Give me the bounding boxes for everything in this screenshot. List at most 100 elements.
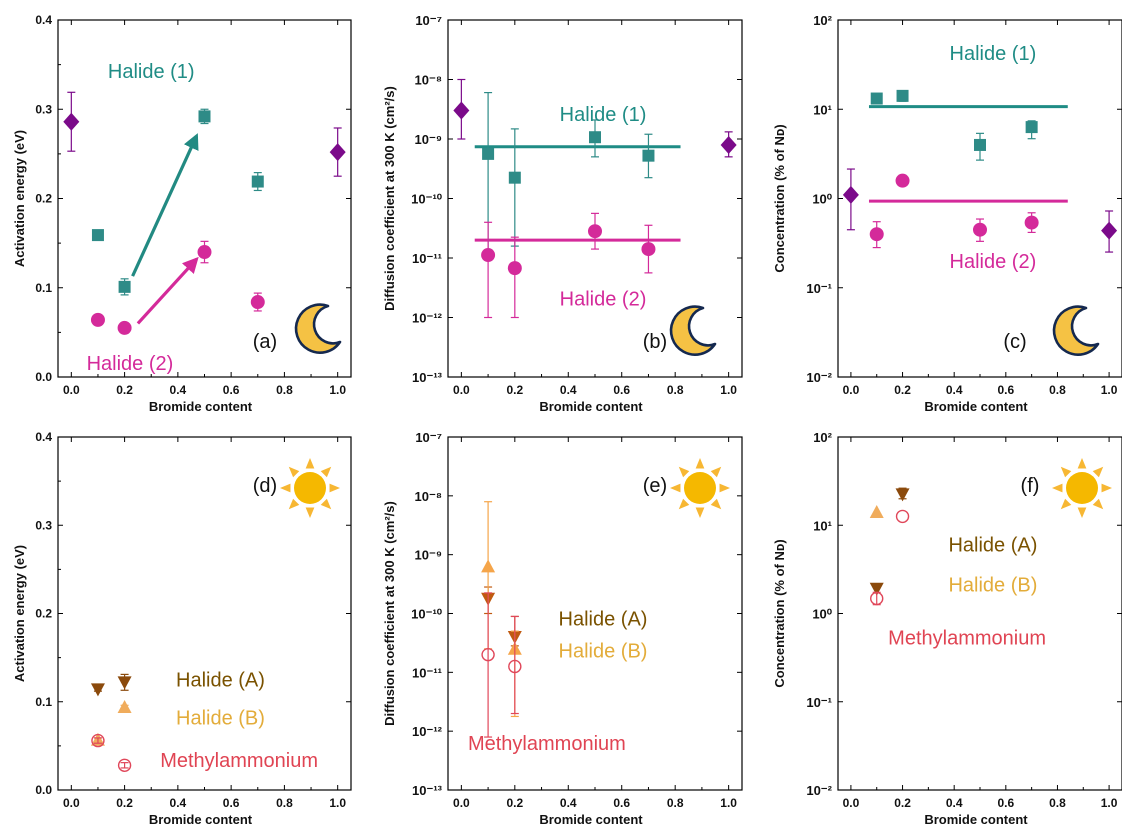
- y-axis-label: Activation energy (eV): [12, 545, 27, 682]
- data-point: [869, 505, 884, 519]
- sun-ray: [1092, 466, 1104, 478]
- y-tick-label: 10⁰: [812, 607, 832, 622]
- sun-ray: [1101, 483, 1112, 493]
- x-axis-label: Bromide content: [539, 812, 643, 827]
- data-point: [1025, 121, 1038, 134]
- data-point: [117, 676, 132, 690]
- sun-ray: [710, 466, 722, 478]
- chart-panel-d: 0.0 0.2 0.4 0.6 0.8 1.0 0.0 0.1 0.2 0.3 0.4 Bromide…: [12, 430, 352, 827]
- data-point: [117, 758, 132, 772]
- y-tick-label: 10²: [813, 13, 832, 28]
- x-axis-label: Bromide content: [924, 812, 1028, 827]
- sun-ray: [719, 483, 730, 493]
- annotation-label: Halide (B): [176, 708, 265, 730]
- data-point: [895, 509, 910, 524]
- y-tick-label: 10⁻⁸: [415, 73, 442, 88]
- data-point: [1101, 221, 1118, 240]
- data-point: [974, 138, 986, 151]
- y-tick-label: 0.3: [35, 102, 52, 116]
- sun-ray: [305, 507, 315, 518]
- data-point: [481, 559, 496, 573]
- x-tick-label: 0.0: [63, 796, 80, 810]
- data-point: [481, 647, 495, 662]
- x-axis-label: Bromide content: [149, 812, 253, 827]
- data-point: [588, 224, 602, 239]
- data-point: [329, 143, 346, 162]
- x-tick-label: 0.0: [843, 383, 860, 397]
- y-tick-label: 10⁻¹⁰: [411, 607, 443, 622]
- x-tick-label: 1.0: [720, 383, 737, 397]
- x-tick-label: 0.8: [276, 383, 293, 397]
- data-point: [869, 227, 884, 242]
- data-point: [117, 700, 132, 714]
- sun-ray: [1052, 483, 1063, 493]
- data-point: [508, 659, 522, 674]
- annotation-label: Halide (A): [176, 670, 265, 692]
- x-tick-label: 0.8: [1049, 796, 1066, 810]
- y-tick-label: 10⁰: [812, 192, 832, 207]
- sun-ray: [678, 466, 690, 478]
- y-tick-label: 0.1: [35, 695, 52, 709]
- data-point: [896, 89, 909, 102]
- y-tick-label: 0.2: [35, 607, 52, 621]
- x-tick-label: 0.4: [560, 383, 577, 397]
- annotation-label: Halide (A): [948, 535, 1037, 557]
- y-tick-label: 10⁻¹: [806, 281, 832, 296]
- data-point: [895, 173, 910, 188]
- panel-label: (a): [253, 331, 277, 353]
- x-tick-label: 0.6: [223, 383, 240, 397]
- moon-icon: [1052, 305, 1100, 356]
- y-tick-label: 10⁻⁹: [415, 132, 443, 147]
- y-tick-label: 10⁻⁷: [415, 430, 442, 445]
- sun-ray: [288, 466, 300, 478]
- data-point: [90, 683, 105, 697]
- x-tick-label: 0.2: [506, 383, 523, 397]
- y-tick-label: 10⁻²: [806, 783, 832, 798]
- y-tick-label: 10⁻¹³: [412, 370, 443, 385]
- data-point: [63, 112, 80, 131]
- x-tick-label: 0.6: [613, 383, 630, 397]
- y-tick-label: 10⁻¹⁰: [411, 192, 443, 207]
- moon-icon: [294, 303, 342, 354]
- y-tick-label: 10⁻⁷: [415, 13, 442, 28]
- annotation-label: Halide (2): [950, 251, 1037, 273]
- data-point: [481, 248, 496, 263]
- moon-icon: [669, 305, 717, 356]
- x-tick-label: 0.2: [894, 383, 911, 397]
- x-tick-label: 0.8: [276, 796, 293, 810]
- sun-ray: [320, 466, 332, 478]
- y-axis-label: Concentration (% of Nᴅ): [772, 124, 787, 272]
- data-point: [895, 488, 910, 502]
- x-tick-label: 0.8: [1049, 383, 1066, 397]
- y-tick-label: 0.4: [35, 430, 52, 444]
- x-tick-label: 0.2: [894, 796, 911, 810]
- data-point: [870, 92, 883, 105]
- y-tick-label: 10⁻¹²: [412, 724, 443, 739]
- data-point: [198, 110, 211, 123]
- x-tick-label: 0.4: [170, 796, 187, 810]
- data-point: [251, 175, 264, 188]
- annotation-label: Halide (1): [108, 61, 195, 83]
- sun-ray: [678, 498, 690, 510]
- plot-frame: [447, 19, 743, 378]
- y-tick-label: 0.0: [35, 783, 52, 797]
- x-tick-label: 0.4: [946, 383, 963, 397]
- trend-arrow: [131, 133, 199, 277]
- y-axis-label: Concentration (% of Nᴅ): [772, 539, 787, 687]
- x-tick-label: 0.4: [946, 796, 963, 810]
- sun-ray: [1077, 458, 1087, 469]
- annotation-label: Methylammonium: [888, 627, 1046, 649]
- y-tick-label: 10⁻⁸: [415, 489, 442, 504]
- data-point: [90, 312, 105, 327]
- y-tick-label: 0.1: [35, 281, 52, 295]
- y-tick-label: 10⁻¹³: [412, 783, 443, 798]
- x-tick-label: 0.8: [667, 796, 684, 810]
- y-tick-label: 0.3: [35, 518, 52, 532]
- data-point: [197, 245, 212, 260]
- sun-disc: [684, 472, 716, 504]
- annotation-label: Methylammonium: [468, 733, 626, 755]
- data-point: [91, 229, 104, 242]
- chart-panel-f: 0.0 0.2 0.4 0.6 0.8 1.0 10⁻² 10⁻¹ 10⁰ 10¹ 10² Bromi…: [772, 430, 1122, 827]
- x-tick-label: 0.0: [843, 796, 860, 810]
